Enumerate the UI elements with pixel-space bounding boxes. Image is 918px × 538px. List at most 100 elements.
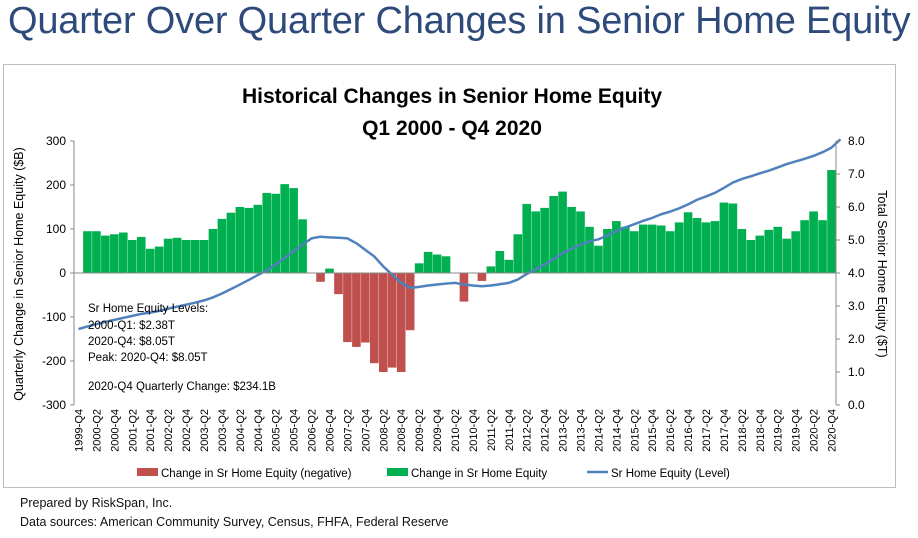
bar-positive [136, 236, 146, 273]
y-tick-label: 0 [59, 266, 66, 280]
x-tick-label: 2005-Q2 [271, 409, 283, 452]
bar-positive [683, 212, 693, 273]
bar-negative [334, 273, 343, 295]
bar-negative [405, 273, 415, 331]
chart-frame: Historical Changes in Senior Home Equity… [3, 64, 896, 488]
bar-negative [343, 273, 352, 343]
x-tick-label: 2006-Q2 [307, 409, 319, 452]
bar-positive [101, 235, 110, 273]
y2-tick-label: 4.0 [848, 266, 865, 280]
x-tick-label: 2011-Q2 [486, 409, 498, 451]
bar-positive [719, 202, 729, 273]
x-tick-label: 2006-Q4 [324, 409, 336, 452]
legend-swatch-negative [137, 468, 158, 476]
y2-axis-title: Total Senior Home Equity ($T) [875, 190, 889, 357]
bar-positive [110, 234, 119, 273]
y-tick-label: 300 [46, 134, 66, 148]
bar-positive [531, 211, 540, 273]
x-tick-label: 2010-Q2 [450, 409, 462, 452]
x-tick-label: 2011-Q4 [504, 409, 516, 451]
bar-negative [361, 273, 370, 343]
bar-positive [208, 229, 218, 273]
bar-positive [172, 237, 182, 273]
x-tick-label: 1999-Q4 [73, 409, 85, 452]
page-title: Quarter Over Quarter Changes in Senior H… [8, 0, 911, 42]
bar-positive [504, 259, 514, 273]
x-tick-label: 2012-Q4 [540, 409, 552, 452]
x-tick-label: 2008-Q4 [396, 409, 408, 452]
bar-positive [253, 204, 263, 273]
x-tick-label: 2002-Q2 [163, 409, 175, 452]
x-tick-label: 2020-Q4 [827, 409, 839, 452]
bar-positive [486, 266, 496, 273]
x-tick-label: 2013-Q4 [576, 409, 588, 452]
bar-positive [190, 240, 200, 273]
bar-positive [791, 231, 800, 273]
annotation-2020-q4: 2020-Q4: $8.05T [88, 336, 175, 348]
y-tick-label: 200 [46, 178, 66, 192]
x-tick-label: 2000-Q4 [109, 409, 121, 452]
x-tick-label: 2001-Q4 [145, 409, 157, 452]
bar-negative [387, 273, 397, 368]
x-tick-label: 2004-Q4 [253, 409, 265, 452]
chart-title: Historical Changes in Senior Home Equity [242, 85, 662, 108]
x-tick-label: 2018-Q2 [737, 409, 749, 452]
bar-negative [477, 273, 487, 281]
bar-positive [163, 238, 173, 273]
bar-positive [576, 211, 585, 273]
footer-data-sources: Data sources: American Community Survey,… [20, 515, 449, 529]
bar-positive [145, 248, 155, 273]
bar-positive [710, 221, 720, 273]
bar-positive [280, 184, 289, 273]
x-tick-label: 2019-Q4 [791, 409, 803, 452]
annotation-2000-q1: 2000-Q1: $2.38T [88, 320, 175, 332]
bar-negative [370, 273, 379, 364]
bar-positive [154, 246, 164, 273]
x-tick-label: 2017-Q2 [701, 409, 713, 452]
bar-positive [244, 207, 254, 273]
x-tick-label: 2007-Q4 [360, 409, 372, 452]
bar-positive [235, 207, 245, 273]
bar-positive [199, 240, 209, 273]
y2-tick-label: 8.0 [848, 134, 865, 148]
x-tick-label: 2015-Q4 [647, 409, 659, 452]
x-tick-label: 2018-Q4 [755, 409, 767, 452]
x-tick-label: 2005-Q4 [289, 409, 301, 452]
y-axis-title: Quarterly Change in Senior Home Equity (… [12, 147, 26, 401]
bar-positive [423, 251, 433, 273]
x-tick-label: 2014-Q4 [611, 409, 623, 452]
bar-positive [773, 226, 783, 273]
bar-positive [638, 224, 648, 273]
bar-positive [522, 203, 532, 273]
y2-tick-label: 1.0 [848, 365, 865, 379]
x-tick-label: 2016-Q4 [683, 409, 695, 452]
legend-swatch-positive [387, 468, 408, 476]
y-tick-label: -100 [42, 310, 66, 324]
annotation-quarterly-change: 2020-Q4 Quarterly Change: $234.1B [88, 381, 276, 393]
bar-positive [226, 212, 236, 273]
y2-tick-label: 6.0 [848, 200, 865, 214]
y2-tick-label: 5.0 [848, 233, 865, 247]
x-tick-label: 2015-Q2 [629, 409, 641, 452]
bar-positive [827, 170, 836, 273]
y2-tick-label: 7.0 [848, 167, 865, 181]
bar-positive [764, 229, 774, 273]
x-tick-label: 2000-Q2 [91, 409, 103, 452]
bar-positive [262, 192, 272, 273]
x-tick-label: 2012-Q2 [522, 409, 534, 452]
bar-negative [459, 273, 469, 302]
y2-tick-label: 2.0 [848, 332, 865, 346]
y-tick-label: 100 [46, 222, 66, 236]
bar-positive [558, 191, 567, 273]
senior-home-equity-chart: Historical Changes in Senior Home Equity… [12, 85, 889, 480]
x-tick-label: 2013-Q2 [558, 409, 570, 452]
x-tick-label: 2001-Q2 [127, 409, 139, 452]
bar-positive [818, 220, 827, 273]
bar-positive [612, 221, 621, 273]
bar-positive [746, 240, 756, 273]
bar-positive [127, 240, 137, 273]
x-tick-label: 2007-Q2 [342, 409, 354, 452]
bar-positive [755, 235, 765, 273]
legend-label-level: Sr Home Equity (Level) [611, 468, 730, 480]
bar-positive [567, 207, 576, 273]
